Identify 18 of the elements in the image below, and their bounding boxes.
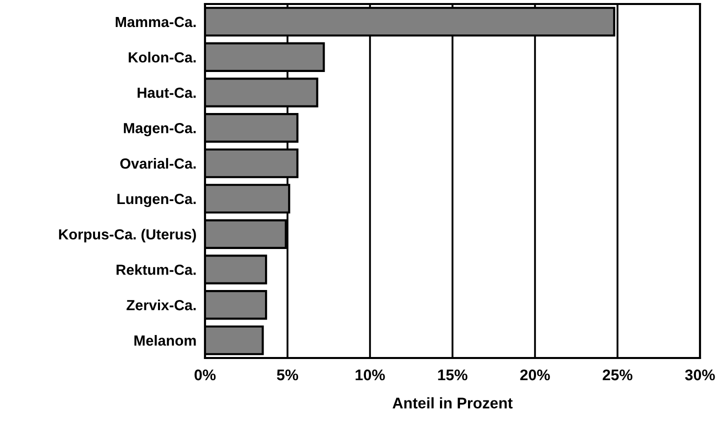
y-tick-label: Korpus-Ca. (Uterus) — [59, 228, 196, 242]
x-tick-label: 25% — [602, 370, 632, 380]
y-tick-label: Magen-Ca. — [124, 122, 196, 136]
y-tick-label: Melanom — [134, 335, 196, 346]
x-axis-title: Anteil in Prozent — [392, 397, 513, 408]
y-tick-label: Kolon-Ca. — [128, 52, 196, 63]
x-tick-label: 30% — [685, 370, 715, 380]
y-tick-label: Ovarial-Ca. — [120, 158, 196, 169]
y-tick-label: Rektum-Ca. — [116, 264, 196, 275]
y-tick-label: Lungen-Ca. — [117, 194, 196, 208]
x-tick-label: 5% — [276, 370, 298, 380]
x-tick-label: 20% — [520, 370, 550, 380]
x-tick-label: 10% — [356, 370, 385, 380]
x-tick-label: 0% — [194, 370, 216, 380]
y-tick-label: Haut-Ca. — [138, 88, 196, 98]
y-tick-label: Zervix-Ca. — [126, 300, 196, 310]
x-tick-label: 15% — [438, 370, 468, 380]
y-tick-label: Mamma-Ca. — [116, 16, 196, 28]
